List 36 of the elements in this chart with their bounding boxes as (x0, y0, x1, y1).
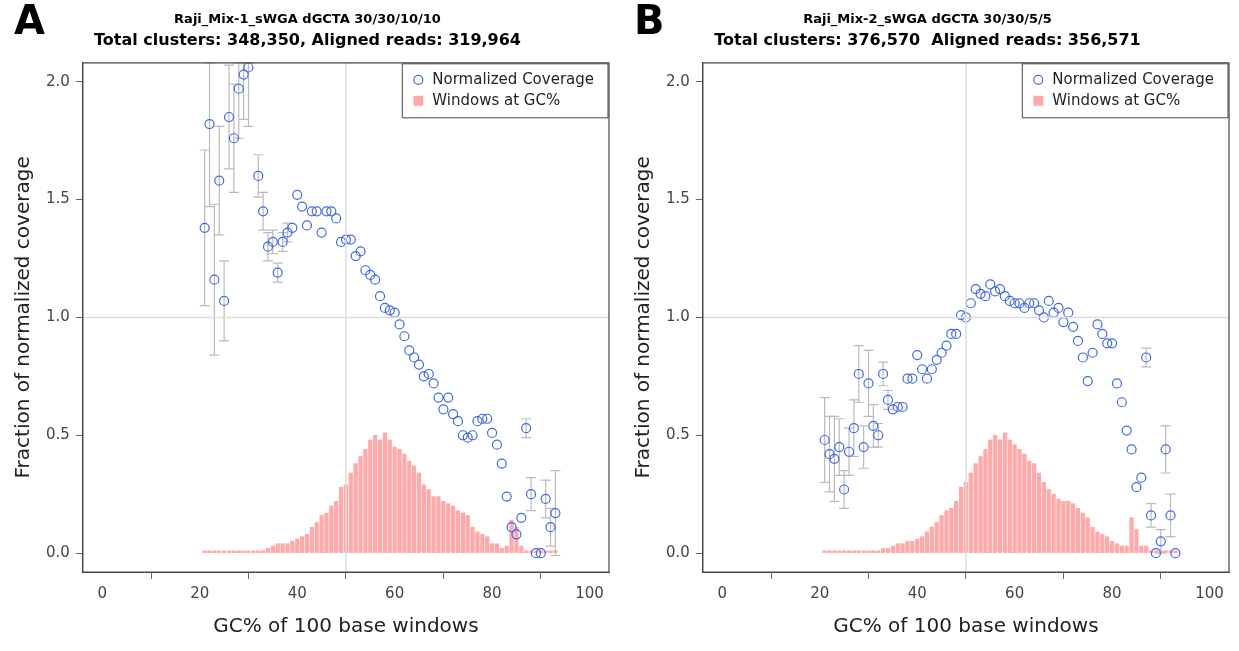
y-axis-title: Fraction of normalized coverage (630, 156, 655, 479)
y-tick-label: 1.5 (46, 189, 70, 208)
chart-title: Raji_Mix-1_sWGA dGCTA 30/30/10/10 (174, 11, 441, 28)
legend-label: Normalized Coverage (432, 69, 595, 88)
y-axis-title: Fraction of normalized coverage (10, 156, 35, 479)
x-tick-label: 20 (810, 583, 830, 602)
x-tick-label: 100 (575, 583, 604, 602)
x-tick-label: 0 (717, 583, 728, 602)
x-tick-label: 60 (1005, 583, 1025, 602)
chart-title: Raji_Mix-2_sWGA dGCTA 30/30/5/5 (803, 11, 1052, 28)
x-tick-label: 80 (482, 583, 502, 602)
y-tick-label: 1.5 (666, 189, 690, 208)
text: A (14, 0, 45, 44)
x-tick-label: 40 (287, 583, 307, 602)
x-tick-label: 20 (190, 583, 210, 602)
y-tick-label: 1.0 (666, 307, 690, 326)
y-tick-label: 0.0 (666, 543, 690, 562)
x-tick-label: 100 (1195, 583, 1224, 602)
legend-label: Windows at GC% (432, 90, 561, 109)
legend-label: Windows at GC% (1052, 90, 1181, 109)
text: B (634, 0, 665, 44)
y-tick-label: 2.0 (666, 71, 690, 90)
y-tick-label: 0.5 (46, 425, 70, 444)
y-tick-label: 0.5 (666, 425, 690, 444)
y-tick-label: 1.0 (46, 307, 70, 326)
chart-subtitle: Total clusters: 348,350, Aligned reads: 319,964 (94, 30, 521, 50)
x-tick-label: 60 (385, 583, 405, 602)
x-axis-title: GC% of 100 base windows (833, 613, 1099, 638)
x-axis-title: GC% of 100 base windows (213, 613, 479, 638)
y-tick-label: 0.0 (46, 543, 70, 562)
chart-subtitle: Total clusters: 376,570 Aligned reads: 356,571 (714, 30, 1141, 50)
y-tick-label: 2.0 (46, 71, 70, 90)
legend-label: Normalized Coverage (1052, 69, 1215, 88)
x-tick-label: 40 (907, 583, 927, 602)
x-tick-label: 80 (1102, 583, 1122, 602)
x-tick-label: 0 (97, 583, 108, 602)
